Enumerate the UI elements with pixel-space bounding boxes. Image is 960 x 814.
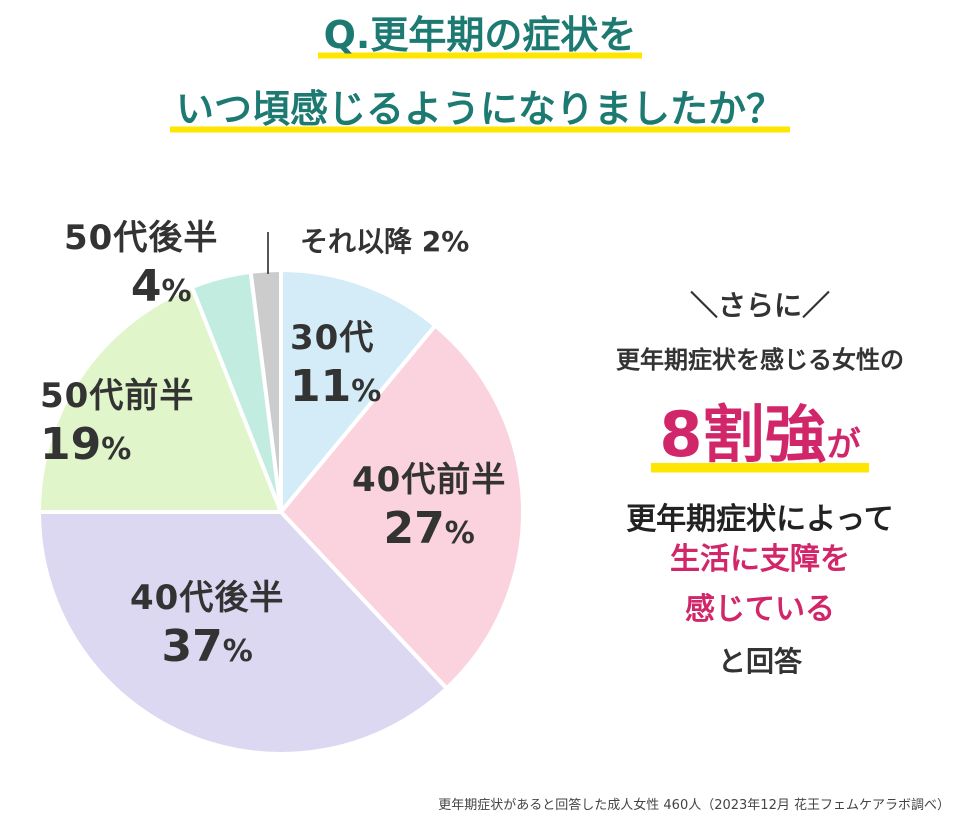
slice-label-early-50s: 50代前半 19%	[40, 376, 195, 470]
pie-slice-3	[36, 284, 284, 514]
slice-label-late-40s: 40代後半 37%	[130, 578, 285, 672]
callout-sarani: ＼さらに／	[689, 289, 830, 322]
pie-slice-1	[278, 322, 525, 692]
callout-line2: 更年期症状によって	[626, 502, 894, 537]
slice-label-late-50s: 50代後半 4%	[64, 218, 219, 312]
callout-pink2: 感じている	[685, 592, 835, 627]
slice-label-30s: 30代 11%	[290, 318, 382, 412]
callout-pink1: 生活に支障を	[670, 542, 850, 577]
pie-slice-0	[279, 267, 439, 518]
title-line-2: いつ頃感じるようになりましたか？	[0, 78, 960, 137]
title-line-1: Q.更年期の症状を	[0, 4, 960, 63]
slice-label-early-40s: 40代前半 27%	[352, 460, 507, 554]
source-note: 更年期症状があると回答した成人女性 460人（2023年12月 花王フェムケアラ…	[438, 798, 950, 813]
callout-line1: 更年期症状を感じる女性の	[616, 346, 904, 374]
callout-highlight: 8割強が	[560, 384, 960, 476]
callout-answer: と回答	[717, 645, 802, 678]
pie-slice-5	[248, 267, 283, 513]
pie-slice-2	[36, 510, 450, 756]
slice-label-after: それ以降 2%	[300, 225, 470, 258]
